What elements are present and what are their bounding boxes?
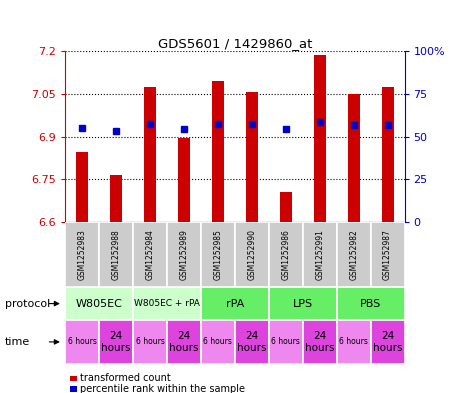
Bar (99, 320, 133, 364)
Bar (314, 55, 325, 222)
Bar (269, 222, 303, 287)
Bar (337, 287, 405, 320)
Bar (144, 87, 156, 222)
Bar (280, 192, 292, 222)
Text: GSM1252984: GSM1252984 (146, 229, 154, 280)
Bar (303, 320, 337, 364)
Text: GSM1252988: GSM1252988 (112, 229, 120, 280)
Bar (201, 287, 269, 320)
Text: 24
hours: 24 hours (237, 331, 266, 353)
Bar (371, 320, 405, 364)
Bar (201, 320, 235, 364)
Text: GSM1252986: GSM1252986 (281, 229, 290, 280)
Text: GSM1252985: GSM1252985 (213, 229, 222, 280)
Bar (65, 320, 99, 364)
Text: 6 hours: 6 hours (135, 338, 165, 346)
Bar (348, 94, 359, 222)
Bar (65, 287, 133, 320)
Text: LPS: LPS (292, 299, 313, 309)
Bar (201, 222, 235, 287)
Text: 24
hours: 24 hours (101, 331, 131, 353)
Bar (337, 222, 371, 287)
Text: 6 hours: 6 hours (339, 338, 368, 346)
Text: protocol: protocol (5, 299, 50, 309)
Bar (65, 222, 99, 287)
Text: 24
hours: 24 hours (373, 331, 402, 353)
Bar (246, 92, 258, 222)
Bar (178, 138, 190, 222)
Text: W805EC: W805EC (76, 299, 122, 309)
Bar (99, 222, 133, 287)
Text: 6 hours: 6 hours (271, 338, 300, 346)
Text: GSM1252982: GSM1252982 (349, 229, 358, 280)
Bar (133, 287, 201, 320)
Bar (269, 287, 337, 320)
Text: rPA: rPA (226, 299, 244, 309)
Text: GSM1252983: GSM1252983 (78, 229, 86, 280)
Bar (167, 222, 201, 287)
Bar (303, 222, 337, 287)
Text: GSM1252987: GSM1252987 (383, 229, 392, 280)
Text: PBS: PBS (360, 299, 381, 309)
Title: GDS5601 / 1429860_at: GDS5601 / 1429860_at (158, 37, 312, 50)
Bar (212, 81, 224, 222)
Bar (235, 222, 269, 287)
Text: 24
hours: 24 hours (169, 331, 199, 353)
Bar (76, 152, 88, 222)
Bar (371, 222, 405, 287)
Text: GSM1252990: GSM1252990 (247, 229, 256, 280)
Bar (337, 320, 371, 364)
Text: W805EC + rPA: W805EC + rPA (134, 299, 200, 308)
Bar (269, 320, 303, 364)
Text: transformed count: transformed count (80, 373, 171, 384)
Text: 6 hours: 6 hours (67, 338, 97, 346)
Bar (133, 320, 167, 364)
Text: time: time (5, 337, 30, 347)
Text: 24
hours: 24 hours (305, 331, 334, 353)
Bar (382, 87, 393, 222)
Text: GSM1252991: GSM1252991 (315, 229, 324, 280)
Bar (110, 175, 122, 222)
Bar (235, 320, 269, 364)
Bar (167, 320, 201, 364)
Text: 6 hours: 6 hours (203, 338, 232, 346)
Text: GSM1252989: GSM1252989 (179, 229, 188, 280)
Text: percentile rank within the sample: percentile rank within the sample (80, 384, 246, 393)
Bar (133, 222, 167, 287)
